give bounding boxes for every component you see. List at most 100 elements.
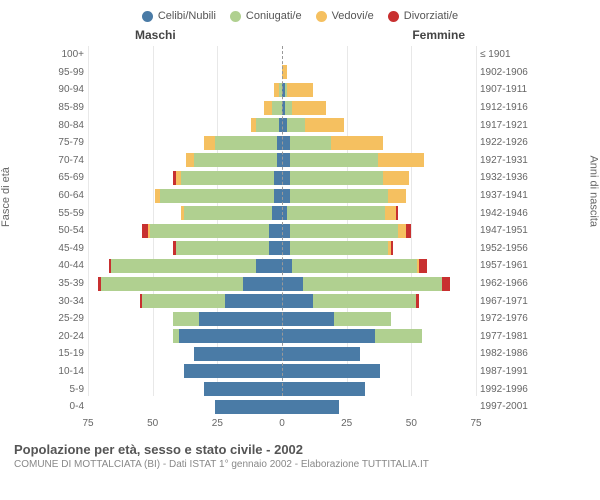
bar-seg: [282, 136, 290, 150]
birth-label: 1977-1981: [476, 331, 530, 342]
birth-label: 1972-1976: [476, 313, 530, 324]
bars-male: [88, 364, 282, 378]
bar-seg: [243, 277, 282, 291]
bar-seg: [269, 224, 282, 238]
bars: [88, 347, 476, 361]
bar-seg: [383, 171, 409, 185]
bars: [88, 241, 476, 255]
bar-seg: [101, 277, 243, 291]
bars-male: [88, 400, 282, 414]
bar-seg: [160, 189, 274, 203]
bars: [88, 171, 476, 185]
bar-seg: [215, 136, 277, 150]
age-label: 80-84: [54, 120, 88, 131]
age-label: 100+: [54, 49, 88, 60]
bar-seg: [378, 153, 425, 167]
bar-seg: [282, 277, 303, 291]
bar-seg: [186, 153, 194, 167]
birth-label: 1922-1926: [476, 137, 530, 148]
bar-seg: [150, 224, 269, 238]
bars-male: [88, 171, 282, 185]
bars-male: [88, 136, 282, 150]
age-row: 15-19 1982-1986: [54, 345, 530, 363]
bars-female: [282, 347, 476, 361]
bars: [88, 83, 476, 97]
bar-seg: [290, 224, 399, 238]
bar-seg: [419, 259, 427, 273]
legend-label: Coniugati/e: [246, 10, 302, 22]
age-row: 60-64 1937-1941: [54, 187, 530, 205]
birth-label: 1987-1991: [476, 366, 530, 377]
bars-male: [88, 312, 282, 326]
age-row: 40-44 1957-1961: [54, 257, 530, 275]
bar-seg: [184, 206, 272, 220]
bars-female: [282, 400, 476, 414]
bar-seg: [290, 241, 388, 255]
bar-seg: [274, 189, 282, 203]
bars-female: [282, 277, 476, 291]
age-label: 65-69: [54, 172, 88, 183]
bars-male: [88, 382, 282, 396]
birth-label: 1992-1996: [476, 384, 530, 395]
bar-seg: [269, 241, 282, 255]
bar-seg: [287, 118, 305, 132]
age-row: 80-84 1917-1921: [54, 116, 530, 134]
bars-male: [88, 48, 282, 62]
bar-seg: [313, 294, 416, 308]
bar-seg: [285, 101, 293, 115]
age-row: 70-74 1927-1931: [54, 152, 530, 170]
bar-seg: [290, 189, 388, 203]
legend-item: Divorziati/e: [388, 10, 458, 22]
gender-headers: Maschi Femmine: [10, 28, 590, 44]
bar-seg: [282, 259, 292, 273]
bar-seg: [181, 171, 274, 185]
birth-label: 1957-1961: [476, 260, 530, 271]
x-tick: 0: [279, 418, 285, 429]
bars-female: [282, 241, 476, 255]
age-label: 10-14: [54, 366, 88, 377]
chart-footer: Popolazione per età, sesso e stato civil…: [10, 442, 590, 470]
legend-dot: [230, 11, 241, 22]
bars-male: [88, 294, 282, 308]
age-row: 65-69 1932-1936: [54, 169, 530, 187]
bar-seg: [396, 206, 399, 220]
age-row: 95-99 1902-1906: [54, 64, 530, 82]
bars-male: [88, 153, 282, 167]
bar-seg: [287, 206, 385, 220]
age-label: 85-89: [54, 102, 88, 113]
bars: [88, 294, 476, 308]
x-tick: 75: [82, 418, 93, 429]
age-row: 45-49 1952-1956: [54, 240, 530, 258]
bars-female: [282, 189, 476, 203]
age-row: 75-79 1922-1926: [54, 134, 530, 152]
age-label: 40-44: [54, 260, 88, 271]
bars-female: [282, 136, 476, 150]
age-label: 45-49: [54, 243, 88, 254]
bar-seg: [179, 329, 282, 343]
bars-male: [88, 83, 282, 97]
rows-container: 100+ ≤ 1901 95-99 1902-1906 90-94: [54, 46, 530, 416]
bar-seg: [282, 382, 365, 396]
age-label: 25-29: [54, 313, 88, 324]
age-label: 70-74: [54, 155, 88, 166]
legend: Celibi/NubiliConiugati/eVedovi/eDivorzia…: [10, 10, 590, 22]
chart-subtitle: COMUNE DI MOTTALCIATA (BI) - Dati ISTAT …: [14, 459, 590, 470]
birth-label: 1952-1956: [476, 243, 530, 254]
bar-seg: [173, 312, 199, 326]
bar-seg: [385, 206, 395, 220]
bar-seg: [416, 294, 419, 308]
age-label: 35-39: [54, 278, 88, 289]
age-label: 95-99: [54, 67, 88, 78]
bar-seg: [204, 382, 282, 396]
bar-seg: [264, 101, 272, 115]
age-row: 10-14 1987-1991: [54, 363, 530, 381]
bars-female: [282, 65, 476, 79]
birth-label: 1927-1931: [476, 155, 530, 166]
age-label: 50-54: [54, 225, 88, 236]
bar-seg: [292, 259, 416, 273]
legend-label: Celibi/Nubili: [158, 10, 216, 22]
birth-label: 1942-1946: [476, 208, 530, 219]
birth-label: 1947-1951: [476, 225, 530, 236]
y-axis-right-label: Anni di nascita: [588, 155, 600, 227]
bars-male: [88, 101, 282, 115]
